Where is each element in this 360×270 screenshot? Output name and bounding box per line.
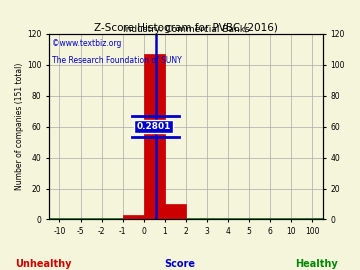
Text: Industry: Commercial Banks: Industry: Commercial Banks (122, 25, 249, 34)
Text: 0.2801: 0.2801 (136, 122, 171, 131)
Text: ©www.textbiz.org: ©www.textbiz.org (51, 39, 121, 48)
Bar (165, 204, 186, 220)
Title: Z-Score Histogram for PVBC (2016): Z-Score Histogram for PVBC (2016) (94, 23, 278, 33)
Y-axis label: Number of companies (151 total): Number of companies (151 total) (15, 63, 24, 190)
Bar (123, 215, 144, 220)
Text: Score: Score (165, 259, 195, 269)
Text: Unhealthy: Unhealthy (15, 259, 71, 269)
Bar (144, 54, 165, 220)
Text: The Research Foundation of SUNY: The Research Foundation of SUNY (51, 56, 181, 65)
Text: Healthy: Healthy (296, 259, 338, 269)
